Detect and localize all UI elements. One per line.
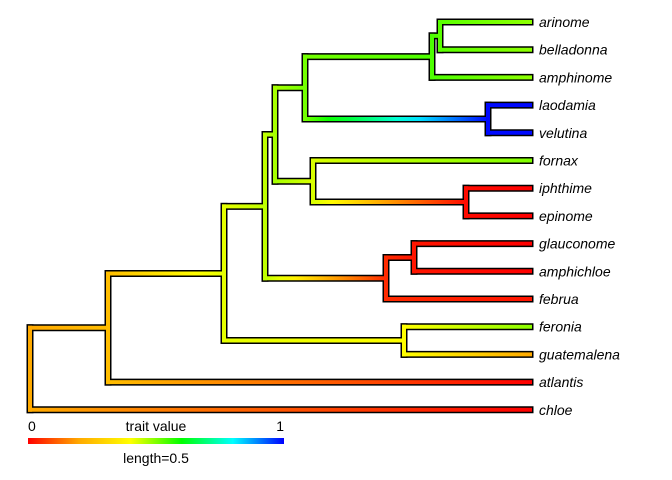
tip-label-laodamia: laodamia <box>539 97 596 113</box>
legend-min-label: 0 <box>28 418 36 434</box>
branches <box>26 18 534 414</box>
tip-label-guatemalena: guatemalena <box>539 346 620 362</box>
tip-label-fornax: fornax <box>539 153 579 169</box>
legend-length-label: length=0.5 <box>123 450 189 466</box>
tip-labels: arinome belladonna amphinome laodamia veluti… <box>539 14 620 418</box>
tip-label-chloe: chloe <box>539 402 573 418</box>
tip-label-feronia: feronia <box>539 319 582 335</box>
tip-label-amphinome: amphinome <box>539 69 612 85</box>
tip-label-iphthime: iphthime <box>539 180 592 196</box>
tip-label-februa: februa <box>539 291 579 307</box>
tip-label-belladonna: belladonna <box>539 42 608 58</box>
legend-title: trait value <box>126 418 187 434</box>
tip-label-glauconome: glauconome <box>539 236 615 252</box>
tip-label-atlantis: atlantis <box>539 374 583 390</box>
legend-max-label: 1 <box>276 418 284 434</box>
tip-label-epinome: epinome <box>539 208 593 224</box>
tip-label-amphichloe: amphichloe <box>539 263 611 279</box>
legend: 0 trait value 1 length=0.5 <box>28 418 284 466</box>
legend-color-bar <box>28 438 284 444</box>
tip-label-velutina: velutina <box>539 125 587 141</box>
tip-label-arinome: arinome <box>539 14 590 30</box>
